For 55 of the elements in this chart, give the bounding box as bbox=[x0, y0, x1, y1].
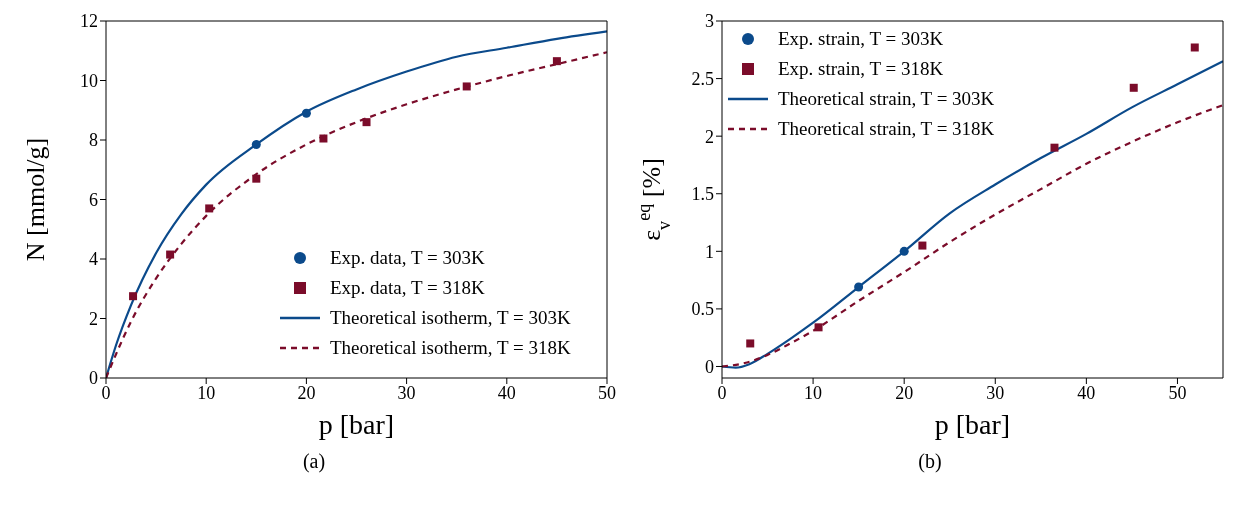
point bbox=[301, 108, 311, 118]
y-tick-label: 10 bbox=[80, 70, 98, 91]
point bbox=[746, 339, 755, 348]
point bbox=[205, 204, 214, 213]
legend-label: Exp. data, T = 303K bbox=[330, 246, 485, 270]
point bbox=[462, 82, 471, 91]
point bbox=[251, 139, 261, 149]
legend-label: Exp. strain, T = 318K bbox=[778, 57, 944, 81]
point bbox=[552, 57, 561, 66]
y-tick-label: 0 bbox=[89, 368, 98, 389]
point bbox=[319, 134, 328, 143]
x-tick-label: 40 bbox=[497, 382, 516, 403]
legend-label: Theoretical strain, T = 303K bbox=[778, 87, 995, 111]
legend-label: Theoretical isotherm, T = 318K bbox=[330, 336, 571, 360]
legend-label: Theoretical strain, T = 318K bbox=[778, 117, 995, 141]
y-tick-label: 3 bbox=[705, 11, 714, 32]
legend-label: Exp. data, T = 318K bbox=[330, 276, 485, 300]
x-axis-title: p [bar] bbox=[318, 409, 395, 440]
y-axis-title: N [mmol/g] bbox=[21, 137, 50, 262]
point bbox=[814, 323, 823, 332]
text: (b) bbox=[917, 450, 943, 473]
x-tick-label: 40 bbox=[1077, 382, 1096, 403]
x-tick-label: 30 bbox=[397, 382, 416, 403]
y-tick-label: 6 bbox=[89, 189, 98, 210]
point bbox=[362, 118, 371, 127]
point bbox=[854, 282, 864, 292]
y-tick-label: 4 bbox=[89, 249, 98, 270]
x-tick-label: 20 bbox=[895, 382, 914, 403]
x-tick-label: 50 bbox=[598, 382, 616, 403]
y-tick-label: 2 bbox=[705, 126, 714, 147]
point bbox=[252, 174, 261, 183]
text: (a) bbox=[301, 450, 327, 473]
x-tick-label: 50 bbox=[1168, 382, 1187, 403]
y-tick-label: 2 bbox=[89, 308, 98, 329]
y-tick-label: 8 bbox=[89, 130, 98, 151]
y-tick-label: 1.5 bbox=[691, 184, 714, 205]
legend-label: Exp. strain, T = 303K bbox=[778, 27, 944, 51]
point bbox=[1050, 143, 1059, 152]
x-tick-label: 20 bbox=[297, 382, 316, 403]
point bbox=[1190, 43, 1199, 52]
y-tick-label: 1 bbox=[705, 241, 714, 262]
point bbox=[899, 246, 909, 256]
point bbox=[1129, 83, 1138, 92]
point bbox=[918, 241, 927, 250]
y-tick-label: 0 bbox=[705, 356, 714, 377]
point bbox=[166, 250, 175, 259]
y-tick-label: 0.5 bbox=[691, 299, 714, 320]
x-tick-label: 10 bbox=[804, 382, 823, 403]
legend-label: Theoretical isotherm, T = 303K bbox=[330, 306, 571, 330]
y-tick-label: 2.5 bbox=[691, 68, 714, 89]
x-axis-title: p [bar] bbox=[934, 409, 1011, 440]
x-tick-label: 10 bbox=[197, 382, 216, 403]
y-tick-label: 12 bbox=[80, 11, 98, 32]
x-tick-label: 30 bbox=[986, 382, 1005, 403]
point bbox=[129, 292, 138, 301]
